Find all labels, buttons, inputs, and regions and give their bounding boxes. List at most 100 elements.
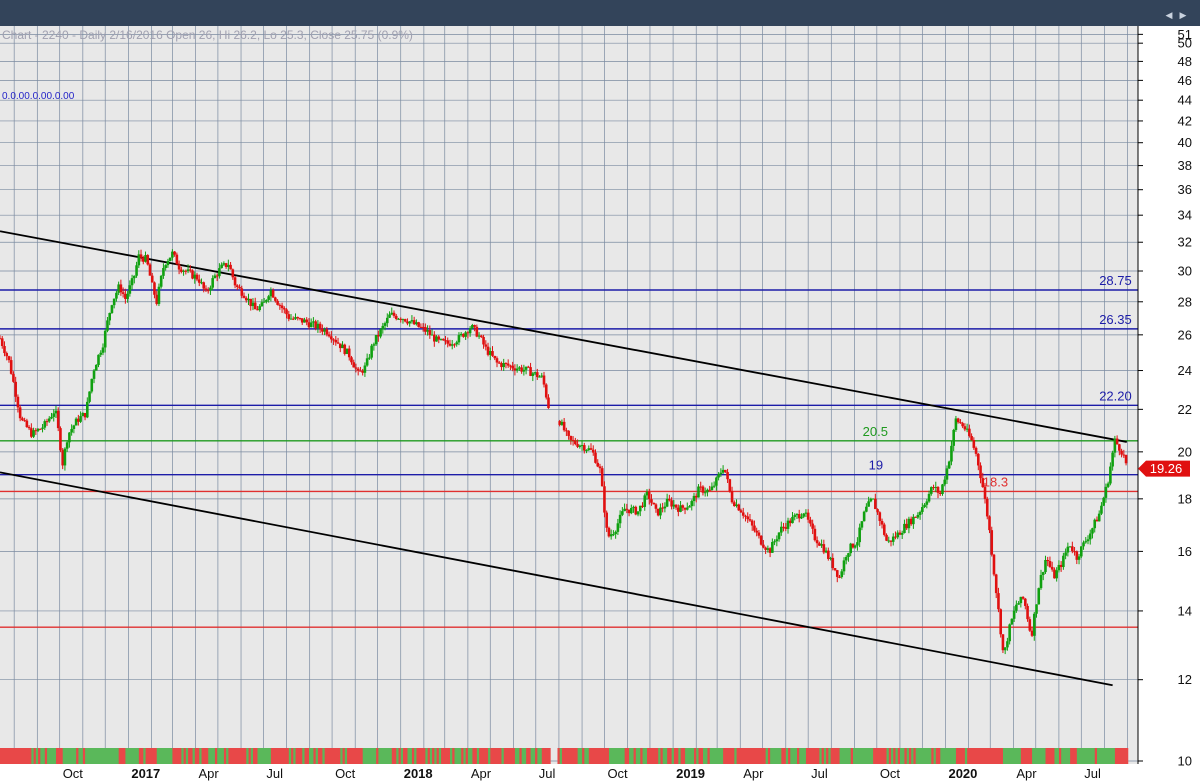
date-axis[interactable] [0,764,1138,781]
candle-body [135,265,138,276]
candle-body [1109,466,1112,484]
candle-body [835,570,839,577]
candle-body [417,322,420,327]
candle-body [780,526,783,533]
candle-body [321,328,324,332]
volume-bar [6,748,12,764]
volume-bar [837,748,842,764]
volume-bar [960,748,965,764]
candle-body [898,532,902,535]
volume-bar [888,748,894,764]
candle-body [352,362,356,368]
candle-body [627,509,631,514]
volume-bar [324,748,330,764]
candle-body [569,435,573,440]
candle-body [737,504,741,511]
volume-bar [1103,748,1109,764]
volume-bar [557,748,562,764]
price-chart[interactable]: 28.75 26.35 22.20 20.5 19 18.3 10 12 14 16 18 20 22… [0,26,1200,781]
candle-body [25,420,29,428]
volume-bar [649,748,654,764]
volume-bar [1061,748,1066,764]
candle-body [79,416,82,422]
candle-body [497,362,501,364]
volume-bar [976,748,981,764]
volume-bar [1083,748,1088,764]
volume-bar [56,748,61,764]
volume-bar [248,748,253,764]
candle-body [372,344,376,346]
plot-area[interactable] [0,26,1138,764]
candle-body [746,516,750,520]
candle-body [1037,588,1041,605]
volume-bar [870,748,876,764]
volume-bar [427,748,433,764]
volume-bar [821,748,827,764]
price-tick-label: 32 [1178,235,1192,250]
price-axis[interactable] [1138,26,1200,781]
volume-bar [595,748,600,764]
candle-body [806,512,810,520]
volume-bar [344,748,350,764]
volume-bar [396,748,401,764]
volume-bar [586,748,591,764]
candle-body [21,418,24,421]
volume-bar [915,748,921,764]
candle-body [242,295,246,298]
volume-bar [953,748,959,764]
candle-body [535,372,539,378]
volume-bar [461,748,466,764]
volume-bar [846,748,851,764]
volume-bar [136,748,141,764]
candle-body [291,318,295,320]
candle-body [688,506,691,508]
candle-body [504,362,508,364]
level-label: 26.35 [1099,312,1132,327]
candle-body [462,333,465,337]
volume-bar [100,748,106,764]
volume-bar [584,748,589,764]
candle-body [251,302,255,307]
candle-body [141,257,145,262]
volume-bar [517,748,522,764]
volume-bar [199,748,204,764]
volume-bar [633,748,638,764]
volume-bar [291,748,296,764]
candle-body [312,321,315,323]
volume-bar [620,748,625,764]
volume-bar [51,748,56,764]
scroll-right-icon[interactable]: ▶ [1179,10,1187,20]
volume-bar [60,748,65,764]
candle-body [623,508,626,512]
candle-body [428,330,432,335]
scroll-left-icon[interactable]: ◀ [1165,10,1173,20]
volume-bar [125,748,130,764]
candle-body [591,449,595,453]
volume-bar [107,748,112,764]
candle-body [77,418,80,422]
volume-bar [848,748,853,764]
volume-bar [575,748,580,764]
volume-bar [17,748,23,764]
candle-body [117,284,120,293]
date-tick-label: Jul [1084,766,1101,781]
volume-bar [456,748,462,764]
volume-bar [747,748,753,764]
candle-body [598,466,602,469]
candle-body [728,479,732,492]
candle-body [1028,619,1032,631]
candle-body [985,498,989,517]
candle-body [952,429,955,446]
volume-bar [120,748,126,764]
candle-body [287,314,291,319]
candle-body [56,410,60,429]
volume-bar [826,748,831,764]
candle-body [65,442,69,449]
candle-body [345,348,349,354]
volume-bar [611,748,616,764]
volume-bar [922,748,927,764]
volume-bar [696,748,701,764]
volume-bar [165,748,171,764]
volume-bar [852,748,858,764]
volume-bar [188,748,193,764]
